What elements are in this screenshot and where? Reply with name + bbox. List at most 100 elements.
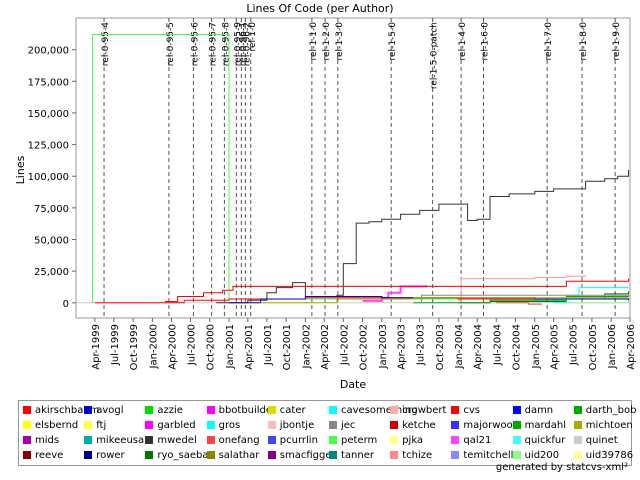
legend-swatch [512,436,521,444]
legend-swatch [573,406,582,414]
x-tick-label: Jul-2000 [186,324,197,366]
x-tick-label: Apr-2002 [320,324,331,370]
release-marker-label: rel-0-95-4 [101,22,111,66]
legend-item: tchize [390,448,432,462]
legend-swatch [573,421,582,429]
legend-label: uid200 [524,449,560,461]
x-tick-label: Apr-2001 [244,324,255,370]
legend-swatch [84,436,93,444]
series-line-tchize [458,275,587,301]
x-tick-label: Oct-2005 [588,324,599,370]
legend-label: tchize [402,449,433,461]
legend-item: ryo_saeba [145,448,209,462]
legend-swatch [451,436,460,444]
release-marker-label: rel-0-95-5 [166,22,176,66]
legend-item: pjka [390,433,423,447]
legend-swatch [573,451,582,459]
legend-label: damn [524,404,554,416]
legend-label: cvs [463,404,481,416]
legend-label: tanner [341,449,374,461]
legend-item: uid200 [512,448,560,462]
legend-item: uid39786 [573,448,633,462]
legend-item: crowbert [390,403,446,417]
x-tick-label: Jan-2002 [301,324,312,369]
legend-label: pcurrlin [279,434,318,446]
release-marker-label: rel-0-95-6 [190,22,200,66]
release-marker-label: rel-0-96-1 [238,22,248,66]
legend-label: pjka [402,434,424,446]
legend-item: salathar [206,448,260,462]
y-tick-label: 75,000 [34,204,69,215]
legend-item: cavesomething [329,403,418,417]
legend-item: ftj [84,418,106,432]
x-tick-label: Apr-2004 [473,324,484,370]
legend-label: crowbert [402,404,447,416]
legend-label: qal21 [463,434,492,446]
legend-label: bbotbuilder [218,404,277,416]
legend-item: mids [23,433,59,447]
legend-item: akirschbaum [23,403,99,417]
legend-swatch [267,451,276,459]
legend-item: quickfur [512,433,565,447]
legend-label: cater [279,404,306,416]
x-tick-label: Oct-2004 [512,324,523,370]
y-tick-label: 150,000 [28,109,69,120]
x-tick-label: Oct-2001 [282,324,293,370]
legend-label: onefang [218,434,260,446]
legend-swatch [206,421,215,429]
legend-item: mikeeusa [84,433,144,447]
legend-item: gros [206,418,241,432]
release-marker-label: rel-1-7-0 [544,22,554,61]
legend-label: jec [341,419,356,431]
legend-item: avogl [84,403,123,417]
legend-swatch [145,436,154,444]
x-tick-label: Apr-1999 [91,324,102,370]
legend-swatch [23,421,31,429]
y-tick-label: 25,000 [34,267,69,278]
legend-label: salathar [218,449,260,461]
x-tick-label: Jul-2005 [569,324,580,366]
legend-label: mikeeusa [96,434,145,446]
legend-swatch [390,421,399,429]
legend-swatch [512,421,521,429]
release-marker-label: rel-1-8-0 [579,22,589,61]
y-tick-label: 175,000 [28,77,69,88]
release-marker-label: rel-0-95-7 [209,22,219,66]
legend-item: cvs [451,403,480,417]
legend-swatch [329,451,337,459]
legend-label: mids [35,434,60,446]
series-line-peterm [92,34,629,304]
series-line-onefang [496,302,542,305]
legend-item: cater [267,403,306,417]
legend-item: ketche [390,418,436,432]
legend-swatch [84,406,93,414]
legend-swatch [512,451,521,459]
series-line-michtoen [260,297,629,304]
legend-label: gros [218,419,241,431]
legend-label: temitchell [463,449,514,461]
legend-item: jec [329,418,355,432]
legend-item: tanner [329,448,374,462]
legend-label: elsbernd [35,419,79,431]
x-tick-label: Oct-2000 [206,324,217,370]
release-marker-label: rel-0-95-8 [221,22,231,66]
legend-label: peterm [341,434,378,446]
legend-swatch [512,406,521,414]
release-marker-label: rel-1-1-0 [309,22,319,61]
x-tick-label: Oct-2002 [359,324,370,370]
legend-swatch [390,451,399,459]
legend-item: mwedel [145,433,197,447]
legend-item: peterm [329,433,377,447]
x-tick-label: Apr-2005 [550,324,561,370]
legend-label: rower [96,449,125,461]
x-tick-label: Jan-2005 [531,324,542,369]
legend-swatch [23,436,31,444]
legend-swatch [451,421,460,429]
legend-swatch [84,421,93,429]
y-tick-label: 100,000 [28,172,69,183]
legend-label: cavesomething [341,404,418,416]
legend-swatch [206,406,215,414]
legend-swatch [451,406,460,414]
legend-label: ketche [402,419,436,431]
legend-label: akirschbaum [35,404,100,416]
